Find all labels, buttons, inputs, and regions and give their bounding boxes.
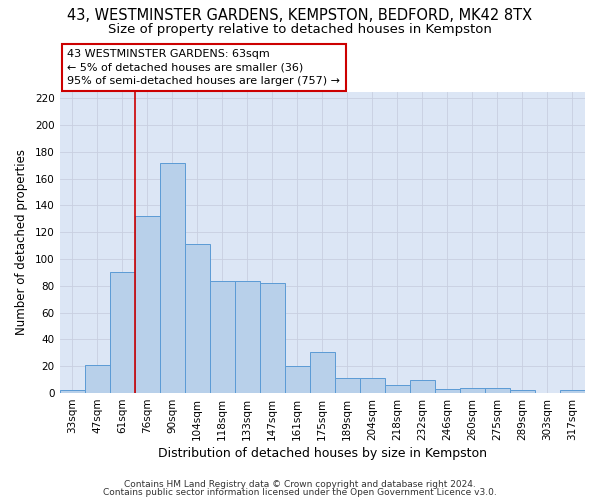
Bar (460, 388, 485, 393)
Bar (360, 378, 385, 393)
Bar (560, 390, 585, 393)
Bar (435, 389, 460, 393)
Bar (235, 280, 260, 393)
Bar (59, 390, 85, 393)
Bar (410, 380, 435, 393)
Bar (160, 162, 185, 393)
Text: Contains HM Land Registry data © Crown copyright and database right 2024.: Contains HM Land Registry data © Crown c… (124, 480, 476, 489)
Bar (310, 352, 335, 393)
Text: 43, WESTMINSTER GARDENS, KEMPSTON, BEDFORD, MK42 8TX: 43, WESTMINSTER GARDENS, KEMPSTON, BEDFO… (67, 8, 533, 22)
Bar (485, 388, 510, 393)
Bar (510, 390, 535, 393)
Bar (385, 385, 410, 393)
Bar (85, 365, 110, 393)
Bar (110, 272, 134, 393)
Bar (335, 378, 360, 393)
Bar (209, 280, 235, 393)
Y-axis label: Number of detached properties: Number of detached properties (15, 150, 28, 336)
Text: Size of property relative to detached houses in Kempston: Size of property relative to detached ho… (108, 22, 492, 36)
Bar (185, 244, 209, 393)
X-axis label: Distribution of detached houses by size in Kempston: Distribution of detached houses by size … (158, 447, 487, 460)
Bar (285, 366, 310, 393)
Text: Contains public sector information licensed under the Open Government Licence v3: Contains public sector information licen… (103, 488, 497, 497)
Bar (134, 216, 160, 393)
Text: 43 WESTMINSTER GARDENS: 63sqm
← 5% of detached houses are smaller (36)
95% of se: 43 WESTMINSTER GARDENS: 63sqm ← 5% of de… (67, 49, 340, 86)
Bar (260, 283, 285, 393)
